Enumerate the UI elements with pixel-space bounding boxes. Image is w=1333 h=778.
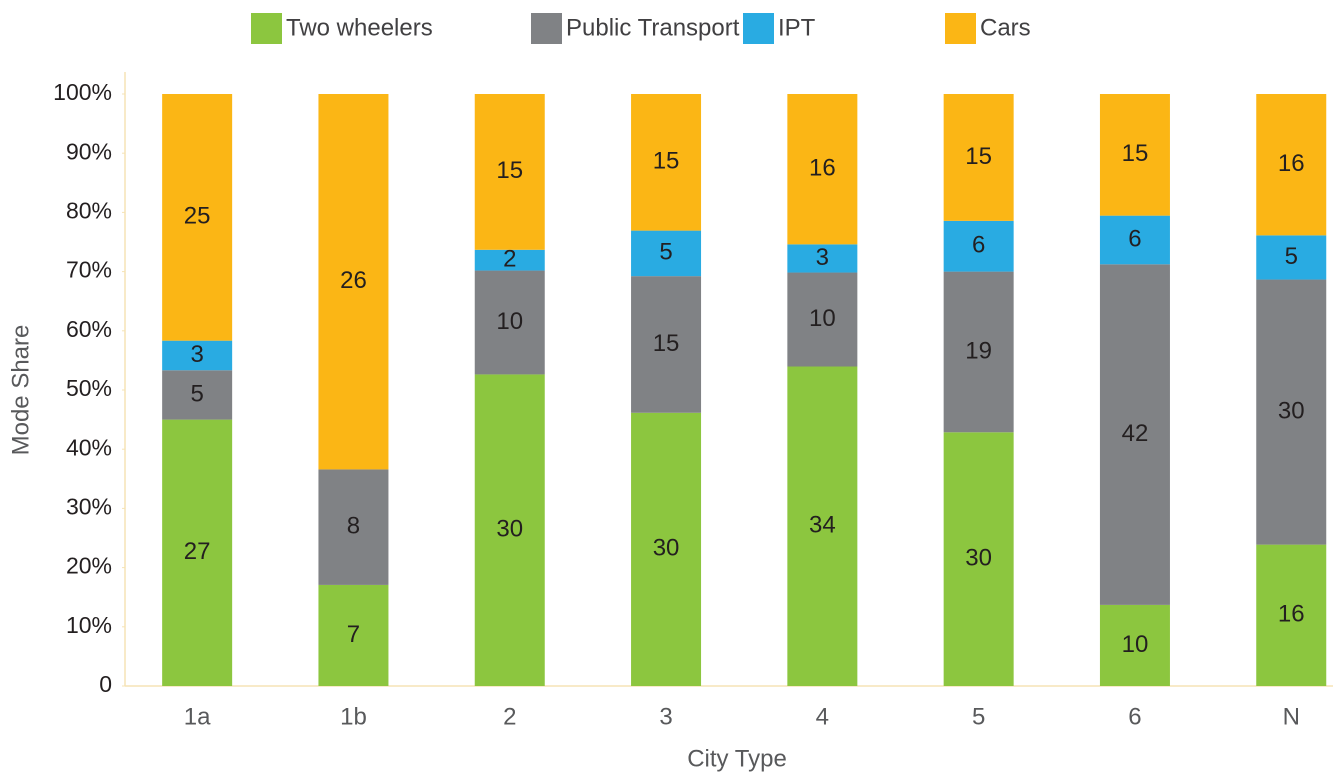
- data-label: 8: [347, 513, 360, 540]
- y-tick-label: 10%: [66, 612, 112, 638]
- x-tick-label: 3: [659, 703, 672, 730]
- y-tick-label: 80%: [66, 197, 112, 223]
- data-label: 15: [653, 148, 680, 175]
- bar-segment: [474, 249, 545, 271]
- bar-segment: [1099, 215, 1170, 265]
- bar-segment: [943, 220, 1014, 272]
- x-axis-label: City Type: [687, 745, 787, 772]
- data-label: 10: [496, 308, 523, 335]
- bar-segment: [162, 340, 233, 371]
- data-label: 16: [1278, 150, 1305, 177]
- data-label: 5: [1285, 243, 1298, 270]
- bar-segment: [943, 94, 1014, 221]
- legend-swatch: [251, 13, 282, 44]
- data-label: 42: [1122, 420, 1149, 447]
- bar-segment: [162, 370, 233, 420]
- data-label: 3: [816, 244, 829, 271]
- bar-segment: [474, 374, 545, 686]
- bar-segment: [943, 432, 1014, 686]
- bar-segment: [787, 244, 858, 273]
- data-label: 30: [496, 516, 523, 543]
- bar-segment: [1099, 264, 1170, 605]
- data-label: 3: [190, 341, 203, 368]
- bar-segment: [474, 270, 545, 375]
- x-tick-label: 5: [972, 703, 985, 730]
- bar-segment: [1256, 94, 1327, 236]
- bar-segment: [318, 94, 389, 470]
- data-label: 7: [347, 621, 360, 648]
- data-label: 26: [340, 267, 367, 294]
- y-tick-label: 90%: [66, 138, 112, 164]
- data-label: 19: [965, 337, 992, 364]
- data-label: 10: [809, 305, 836, 332]
- bar-segment: [631, 276, 702, 413]
- data-label: 2: [503, 246, 516, 273]
- data-label: 15: [965, 143, 992, 170]
- bar-segment: [631, 230, 702, 277]
- data-label: 6: [1128, 225, 1141, 252]
- bar-segment: [318, 469, 389, 585]
- bar-segment: [162, 419, 233, 686]
- data-label: 15: [653, 330, 680, 357]
- bar-segment: [787, 272, 858, 367]
- x-tick-label: 2: [503, 703, 516, 730]
- data-label: 30: [653, 535, 680, 562]
- legend-swatch: [945, 13, 976, 44]
- bar-segment: [631, 412, 702, 686]
- y-tick-label: 100%: [53, 79, 112, 105]
- legend-label: Two wheelers: [286, 14, 433, 41]
- bar-segment: [318, 584, 389, 686]
- x-tick-label: 1b: [340, 703, 367, 730]
- legend-swatch: [531, 13, 562, 44]
- y-tick-label: 70%: [66, 257, 112, 283]
- legend-label: IPT: [778, 14, 816, 41]
- data-label: 25: [184, 203, 211, 230]
- x-tick-label: N: [1283, 703, 1300, 730]
- bar-segment: [474, 94, 545, 250]
- y-tick-label: 60%: [66, 316, 112, 342]
- bar-segment: [1256, 279, 1327, 545]
- bar-segment: [787, 94, 858, 245]
- data-label: 15: [496, 157, 523, 184]
- data-label: 15: [1122, 140, 1149, 167]
- legend-label: Cars: [980, 14, 1031, 41]
- data-label: 27: [184, 538, 211, 565]
- data-label: 16: [809, 155, 836, 182]
- y-tick-label: 0: [99, 671, 112, 697]
- bar-segment: [787, 366, 858, 686]
- legend-label: Public Transport: [566, 14, 740, 41]
- bar-segment: [1099, 604, 1170, 686]
- bar-segment: [943, 271, 1014, 433]
- data-label: 30: [1278, 397, 1305, 424]
- data-label: 5: [190, 380, 203, 407]
- bar-segment: [631, 94, 702, 231]
- data-label: 34: [809, 512, 836, 539]
- y-tick-label: 40%: [66, 434, 112, 460]
- bar-segment: [1256, 544, 1327, 686]
- bar-segment: [1099, 94, 1170, 216]
- legend-swatch: [743, 13, 774, 44]
- data-label: 6: [972, 232, 985, 259]
- x-tick-label: 4: [816, 703, 829, 730]
- data-label: 16: [1278, 601, 1305, 628]
- y-axis-label: Mode Share: [7, 325, 34, 456]
- y-tick-label: 20%: [66, 553, 112, 579]
- x-tick-label: 6: [1128, 703, 1141, 730]
- y-tick-label: 50%: [66, 375, 112, 401]
- x-tick-label: 1a: [184, 703, 211, 730]
- data-label: 5: [659, 239, 672, 266]
- data-label: 30: [965, 544, 992, 571]
- bar-segment: [1256, 235, 1327, 280]
- y-tick-label: 30%: [66, 493, 112, 519]
- bar-segment: [162, 94, 233, 341]
- data-label: 10: [1122, 631, 1149, 658]
